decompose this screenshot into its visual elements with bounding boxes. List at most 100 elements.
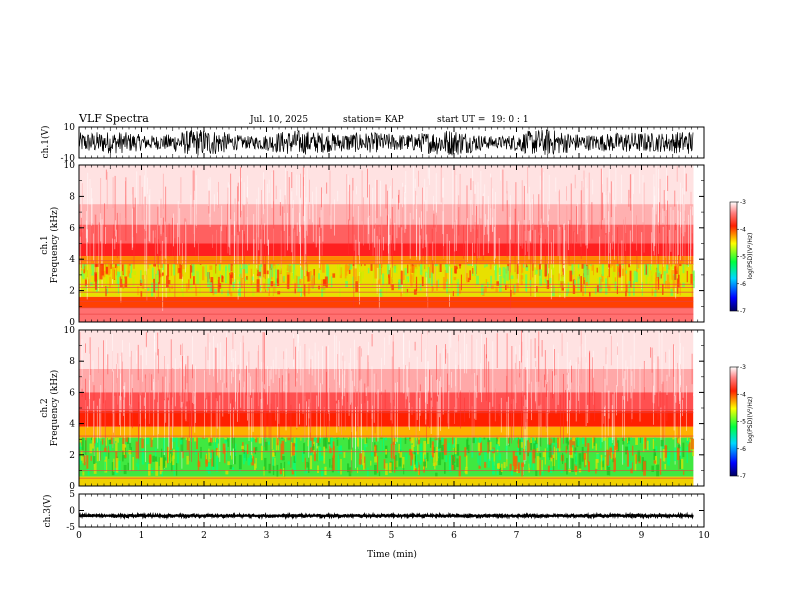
spectrogram-texture [495, 444, 499, 450]
spectrogram-texture [224, 437, 227, 440]
spectrogram-streak [404, 197, 406, 233]
spectrogram-streak [565, 389, 566, 409]
spectrogram-texture [657, 271, 661, 280]
spectrogram-streak [496, 333, 498, 368]
spectrogram-streak [432, 376, 433, 407]
spectrogram-streak [352, 380, 354, 448]
spectrogram-texture [517, 439, 520, 448]
spectrogram-texture [411, 453, 414, 460]
spectrogram-texture [560, 276, 563, 284]
spectrogram-texture [269, 268, 271, 286]
spectrogram-streak [205, 371, 207, 399]
spectrogram-texture [125, 437, 128, 442]
spectrogram-texture [452, 437, 456, 448]
spectrogram-texture [277, 263, 280, 266]
spectrogram-streak [624, 370, 626, 411]
spectrogram-texture [350, 449, 353, 461]
spectrogram-streak [283, 359, 285, 392]
spectrogram-texture [415, 276, 418, 291]
spectrogram-texture [395, 263, 398, 274]
spectrogram-texture [492, 461, 495, 475]
spectrogram-texture [605, 278, 608, 295]
spectrogram-texture [203, 437, 206, 439]
spectrogram-streak [100, 385, 102, 439]
spectrogram-texture [583, 273, 585, 285]
spectrogram-texture [652, 438, 655, 449]
spectrogram-streak [334, 199, 335, 236]
spectrogram-streak [402, 182, 403, 208]
spectrogram-texture [546, 281, 548, 286]
spectrogram-texture [180, 288, 183, 293]
spectrogram-streak [251, 397, 253, 456]
spectrogram-texture [383, 459, 386, 469]
spectrogram-streak [138, 402, 140, 458]
spectrogram-texture [205, 453, 207, 460]
spectrogram-texture [294, 468, 297, 477]
spectrogram-streak [534, 338, 536, 359]
spectrogram-texture [309, 440, 312, 448]
spectrogram-texture [679, 437, 681, 444]
spectrogram-texture [240, 277, 244, 289]
spectrogram-texture [487, 438, 489, 445]
spectrogram-streak [355, 406, 357, 432]
spectrogram-streak [306, 401, 307, 426]
spectrogram-streak [239, 380, 240, 422]
spectrogram-texture [254, 463, 256, 471]
spectrogram-streak [506, 375, 508, 417]
spectrogram-streak [185, 364, 187, 390]
spectrogram-streak [180, 361, 182, 408]
spectrogram-streak [81, 338, 83, 389]
spectrogram-texture [414, 468, 417, 472]
spectrogram-streak [446, 233, 448, 264]
spectrogram-streak [547, 368, 548, 383]
spectrogram-streak [652, 370, 653, 403]
spectrogram-texture [116, 271, 120, 285]
spectrogram-streak [677, 201, 678, 268]
spectrogram-texture [587, 448, 589, 463]
spectrogram-streak [442, 178, 444, 235]
spectrogram-texture [221, 275, 223, 283]
spectrogram-texture [90, 455, 92, 461]
spectrogram-streak [488, 204, 490, 242]
spectrogram-texture [111, 462, 115, 476]
spectrogram-texture [532, 449, 536, 464]
spectrogram-streak [367, 168, 368, 198]
spectrogram-streak [284, 195, 286, 257]
spectrogram-tick-label: 0 [69, 318, 75, 328]
spectrogram-texture [283, 468, 285, 477]
spectrogram-texture [412, 437, 414, 443]
spectrogram-texture [523, 263, 525, 268]
spectrogram-streak [117, 353, 119, 405]
spectrogram-streak [431, 228, 433, 292]
spectrogram-streak [122, 340, 123, 362]
spectrogram-tick-label: 10 [64, 161, 76, 171]
spectrogram-streak [433, 195, 434, 211]
spectrogram-texture [304, 469, 308, 474]
spectrogram-streak [544, 350, 546, 380]
spectrogram-streak [267, 366, 268, 405]
spectrogram-streak [388, 214, 389, 266]
spectrogram-texture [430, 454, 433, 459]
spectrogram-streak [584, 334, 586, 357]
spectrogram-texture [339, 267, 342, 279]
spectrogram-streak [511, 345, 513, 400]
spectrogram-streak [312, 191, 313, 223]
spectrogram-streak [441, 395, 443, 422]
spectrogram-texture [299, 278, 302, 284]
spectrogram-texture [485, 279, 488, 284]
spectrogram-texture [479, 437, 482, 443]
spectrogram-streak [186, 219, 187, 268]
spectrogram-streak [579, 385, 580, 414]
spectrogram-streak [680, 182, 681, 228]
spectrogram-texture [682, 263, 685, 274]
spectrogram-texture [575, 450, 577, 466]
spectrogram-texture [309, 271, 312, 281]
ch3-waveform-tick-label: 5 [69, 490, 75, 500]
spectrogram-texture [247, 263, 250, 266]
spectrogram-texture [390, 443, 393, 459]
spectrogram-streak [612, 181, 614, 242]
spectrogram-texture [243, 450, 247, 458]
spectrogram-streak [527, 166, 529, 194]
spectrogram-texture [474, 266, 477, 276]
spectrogram-streak [96, 405, 98, 443]
